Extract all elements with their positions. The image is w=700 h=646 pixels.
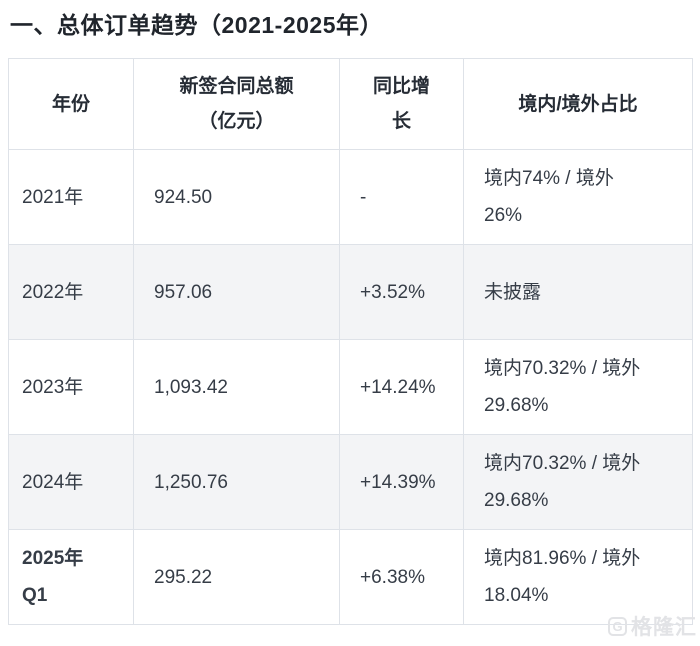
year-cell: 2021年 xyxy=(8,149,134,245)
year-cell: 2025年 Q1 xyxy=(8,529,134,625)
gelonghui-watermark-text: 格隆汇 xyxy=(631,616,697,639)
gelonghui-logo-icon: G xyxy=(608,616,627,636)
ratio-cell: 境内70.32% / 境外 29.68% xyxy=(463,339,693,435)
year-cell: 2022年 xyxy=(8,244,134,340)
growth-cell: +6.38% xyxy=(339,529,464,625)
column-header-growth: 同比增 长 xyxy=(339,58,464,150)
year-cell: 2024年 xyxy=(8,434,134,530)
gelonghui-watermark: G 格隆汇 xyxy=(608,611,697,641)
ratio-cell: 境内74% / 境外 26% xyxy=(463,149,693,245)
growth-cell: +14.24% xyxy=(339,339,464,435)
column-header-ratio: 境内/境外占比 xyxy=(463,58,693,150)
amount-cell: 1,093.42 xyxy=(133,339,340,435)
table-header-row: 年份 新签合同总额 （亿元） 同比增 长 境内/境外占比 xyxy=(8,58,693,150)
amount-cell: 1,250.76 xyxy=(133,434,340,530)
amount-cell: 924.50 xyxy=(133,149,340,245)
growth-cell: - xyxy=(339,149,464,245)
growth-cell: +14.39% xyxy=(339,434,464,530)
orders-table: 年份 新签合同总额 （亿元） 同比增 长 境内/境外占比 2021年 924.5… xyxy=(8,58,693,625)
table-row-2025q1: 2025年 Q1 295.22 +6.38% 境内81.96% / 境外 18.… xyxy=(8,529,693,625)
table-row-2022: 2022年 957.06 +3.52% 未披露 xyxy=(8,244,693,340)
column-header-amount: 新签合同总额 （亿元） xyxy=(133,58,340,150)
amount-cell: 295.22 xyxy=(133,529,340,625)
table-row-2023: 2023年 1,093.42 +14.24% 境内70.32% / 境外 29.… xyxy=(8,339,693,435)
page-title: 一、总体订单趋势（2021-2025年） xyxy=(10,12,383,38)
table-row-2021: 2021年 924.50 - 境内74% / 境外 26% xyxy=(8,149,693,245)
growth-cell: +3.52% xyxy=(339,244,464,340)
column-header-year: 年份 xyxy=(8,58,134,150)
year-cell: 2023年 xyxy=(8,339,134,435)
ratio-cell: 境内81.96% / 境外 18.04% xyxy=(463,529,693,625)
ratio-cell: 未披露 xyxy=(463,244,693,340)
ratio-cell: 境内70.32% / 境外 29.68% xyxy=(463,434,693,530)
table-row-2024: 2024年 1,250.76 +14.39% 境内70.32% / 境外 29.… xyxy=(8,434,693,530)
amount-cell: 957.06 xyxy=(133,244,340,340)
